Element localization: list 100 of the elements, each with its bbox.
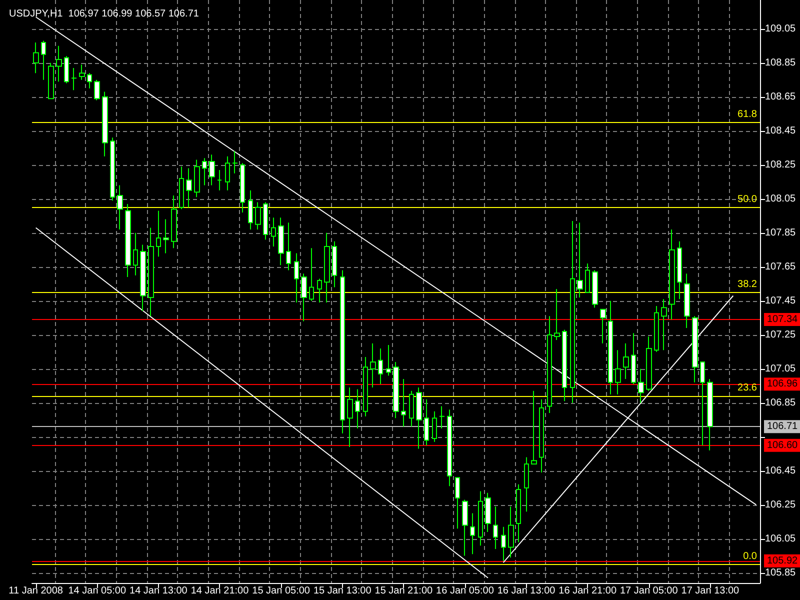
candlestick bbox=[692, 316, 698, 383]
ref-line-label: 105.92 bbox=[767, 555, 798, 566]
candlestick bbox=[577, 222, 583, 298]
candlestick bbox=[684, 273, 690, 329]
candlestick bbox=[570, 220, 575, 404]
candlestick bbox=[638, 368, 644, 404]
ref-line-label: 107.34 bbox=[767, 314, 798, 326]
candlestick bbox=[125, 203, 131, 278]
y-tick-label: 106.05 bbox=[765, 533, 796, 544]
y-tick-label: 107.45 bbox=[765, 295, 796, 306]
candlestick bbox=[163, 218, 169, 254]
candlestick bbox=[56, 45, 62, 82]
candlestick bbox=[94, 79, 100, 101]
candlestick bbox=[156, 210, 161, 258]
candlestick bbox=[661, 298, 667, 351]
candlestick bbox=[232, 150, 238, 174]
x-tick-label: 14 Jan 13:00 bbox=[130, 586, 188, 596]
y-tick-label: 107.65 bbox=[765, 261, 796, 272]
candlestick bbox=[631, 332, 636, 385]
y-tick-label: 106.25 bbox=[765, 499, 796, 510]
text: USDJPY,H1 106.97 106.99 106.57 106.71 bbox=[9, 8, 200, 20]
y-tick-label: 108.25 bbox=[765, 159, 796, 170]
candlestick bbox=[64, 56, 69, 84]
candlestick bbox=[393, 362, 399, 419]
candlestick bbox=[317, 278, 322, 304]
candlestick bbox=[524, 456, 529, 512]
y-tick-label: 107.85 bbox=[765, 227, 796, 238]
y-tick-label: 107.05 bbox=[765, 363, 796, 374]
x-tick-label: 15 Jan 13:00 bbox=[313, 586, 372, 596]
candlestick bbox=[516, 484, 521, 543]
x-tick-label: 17 Jan 05:00 bbox=[620, 586, 678, 596]
candlestick bbox=[225, 156, 230, 191]
candlestick bbox=[401, 378, 406, 428]
candlestick bbox=[485, 492, 491, 533]
x-tick-label: 14 Jan 05:00 bbox=[68, 586, 126, 596]
y-tick-label: 107.25 bbox=[765, 329, 796, 340]
candlestick bbox=[240, 162, 245, 213]
candlestick bbox=[332, 240, 337, 288]
x-tick-label: 17 Jan 13:00 bbox=[681, 586, 740, 596]
candlestick bbox=[539, 398, 544, 474]
candlestick bbox=[462, 499, 468, 556]
candlestick bbox=[71, 67, 77, 91]
candlestick bbox=[654, 305, 659, 352]
candlestick bbox=[202, 158, 207, 186]
candlestick bbox=[148, 227, 154, 317]
candlestick bbox=[363, 356, 368, 417]
candlestick bbox=[309, 248, 314, 302]
candlestick bbox=[102, 91, 108, 157]
annotation: 50.0 bbox=[738, 194, 758, 205]
candlestick bbox=[217, 169, 222, 191]
candlestick bbox=[179, 166, 184, 210]
annotation: 23.6 bbox=[738, 382, 758, 394]
candlestick bbox=[554, 288, 560, 340]
candlestick bbox=[547, 316, 552, 414]
candlestick bbox=[592, 270, 598, 308]
candlestick bbox=[432, 410, 437, 442]
y-tick-label: 109.05 bbox=[765, 23, 796, 34]
candlestick bbox=[355, 388, 360, 429]
candlestick bbox=[171, 194, 177, 249]
ref-line-label: 106.60 bbox=[767, 440, 798, 451]
y-tick-label: 106.85 bbox=[765, 397, 796, 408]
candlestick bbox=[294, 252, 299, 304]
candlestick bbox=[562, 329, 567, 402]
candlestick bbox=[110, 137, 115, 202]
annotation: 0.0 bbox=[743, 550, 758, 562]
candlestick bbox=[623, 342, 629, 380]
candlestick bbox=[209, 154, 215, 186]
candlestick bbox=[615, 350, 621, 395]
y-tick-label: 108.65 bbox=[765, 91, 796, 102]
x-tick-label: 15 Jan 05:00 bbox=[252, 586, 310, 596]
x-tick-label: 14 Jan 21:00 bbox=[190, 586, 250, 596]
candlestick bbox=[378, 348, 383, 385]
candlestick bbox=[301, 273, 307, 322]
y-tick-label: 105.85 bbox=[765, 567, 796, 578]
candlestick bbox=[347, 387, 353, 448]
candlestick bbox=[286, 222, 291, 271]
candlestick bbox=[370, 342, 376, 388]
annotation: 61.8 bbox=[738, 108, 758, 120]
candlestick bbox=[324, 232, 330, 304]
candlestick bbox=[140, 244, 146, 312]
candlestick bbox=[386, 344, 391, 376]
candlestick bbox=[493, 506, 498, 550]
candlestick bbox=[33, 42, 39, 74]
x-tick-label: 15 Jan 21:00 bbox=[374, 586, 434, 596]
candlestick bbox=[455, 477, 460, 530]
candlestick bbox=[340, 270, 345, 434]
candlestick bbox=[48, 62, 54, 100]
candlestick bbox=[470, 512, 475, 555]
candlestick bbox=[255, 202, 261, 230]
y-tick-label: 108.85 bbox=[765, 57, 796, 68]
y-tick-label: 106.45 bbox=[765, 465, 796, 476]
x-tick-label: 16 Jan 13:00 bbox=[497, 586, 556, 596]
candlestick bbox=[700, 362, 705, 446]
candlestick bbox=[669, 228, 675, 320]
candlestick bbox=[447, 409, 452, 487]
candlestick bbox=[508, 506, 514, 558]
candlestick bbox=[87, 72, 92, 89]
candlestick bbox=[416, 387, 422, 450]
candlestick bbox=[600, 308, 606, 344]
candlestick bbox=[677, 240, 682, 300]
